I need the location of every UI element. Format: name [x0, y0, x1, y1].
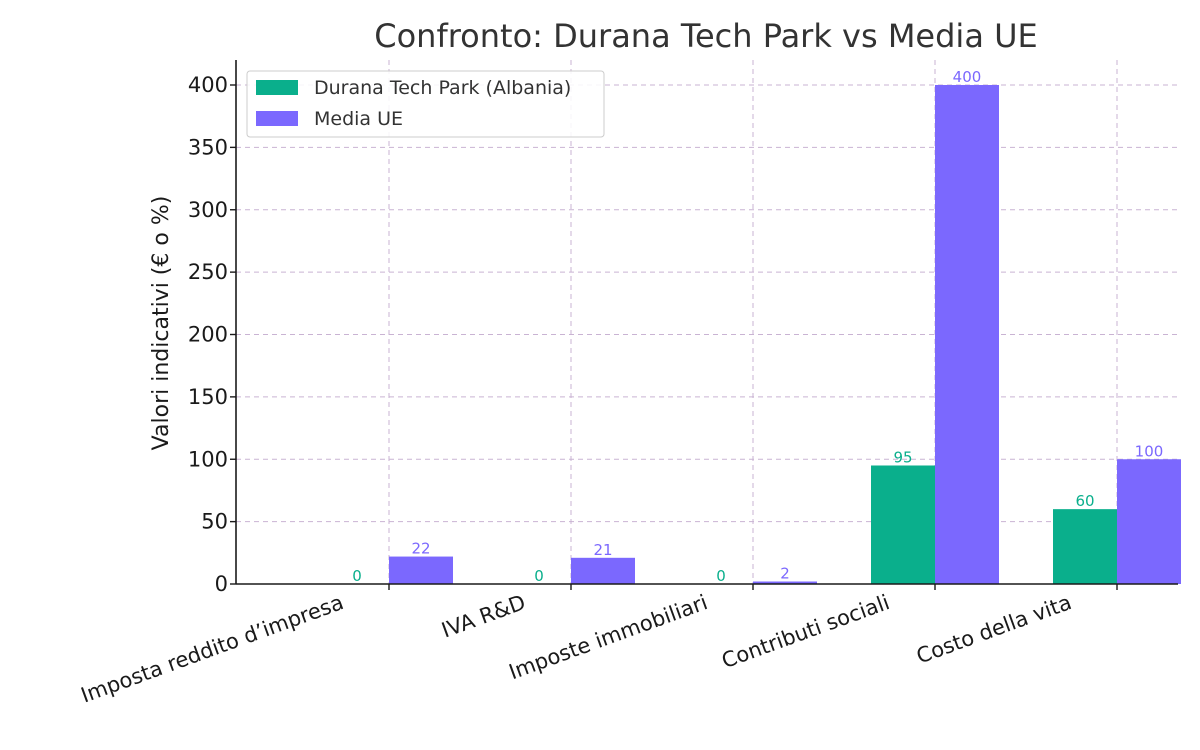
x-tick-label: Contributi sociali — [719, 590, 893, 673]
y-tick-label: 350 — [188, 135, 228, 159]
bar-value-label: 22 — [411, 540, 430, 558]
bar-value-label: 0 — [716, 567, 726, 585]
y-tick-label: 150 — [188, 385, 228, 409]
bar-value-label: 95 — [893, 448, 912, 466]
bar-value-label: 0 — [352, 567, 362, 585]
bar-labels: 0 22 0 21 0 2 95 400 60 100 — [352, 68, 1163, 585]
bar-media-ue — [1117, 459, 1181, 584]
x-tick-label: Costo della vita — [913, 590, 1074, 668]
y-tick-label: 200 — [188, 323, 228, 347]
x-tick-label: IVA R&D — [438, 590, 528, 642]
legend-label-media-ue: Media UE — [314, 108, 403, 130]
legend-swatch-media-ue — [256, 111, 298, 126]
chart-title: Confronto: Durana Tech Park vs Media UE — [374, 17, 1037, 55]
legend-label-durana: Durana Tech Park (Albania) — [314, 77, 571, 99]
bar-durana — [871, 465, 935, 584]
y-tick-label: 0 — [215, 572, 228, 596]
bar-value-label: 100 — [1135, 442, 1164, 460]
bar-media-ue — [753, 581, 817, 584]
x-tick-label: Imposta reddito d’impresa — [78, 590, 347, 707]
axes — [235, 60, 1178, 585]
y-tick-label: 400 — [188, 73, 228, 97]
y-tick-label: 300 — [188, 198, 228, 222]
bar-value-label: 60 — [1075, 492, 1094, 510]
y-ticks: 0 50 100 150 200 250 300 350 400 — [188, 73, 236, 596]
y-tick-label: 50 — [201, 510, 228, 534]
bar-value-label: 0 — [534, 567, 544, 585]
x-ticks: Imposta reddito d’impresa IVA R&DImposte … — [78, 584, 1118, 708]
bar-value-label: 400 — [953, 68, 982, 86]
legend: Durana Tech Park (Albania) Media UE — [246, 70, 605, 138]
bar-durana — [1053, 509, 1117, 584]
y-axis-label: Valori indicativi (€ o %) — [149, 196, 174, 451]
bars — [389, 85, 1181, 584]
bar-media-ue — [389, 556, 453, 584]
bar-media-ue — [571, 557, 635, 584]
y-tick-label: 100 — [188, 447, 228, 471]
legend-frame — [246, 70, 605, 138]
x-tick-label: Imposte immobiliari — [506, 590, 711, 684]
legend-swatch-durana — [256, 80, 298, 95]
y-tick-label: 250 — [188, 260, 228, 284]
grid-lines — [236, 60, 1178, 584]
bar-media-ue — [935, 85, 999, 584]
bar-value-label: 2 — [780, 565, 790, 583]
bar-value-label: 21 — [593, 541, 612, 559]
